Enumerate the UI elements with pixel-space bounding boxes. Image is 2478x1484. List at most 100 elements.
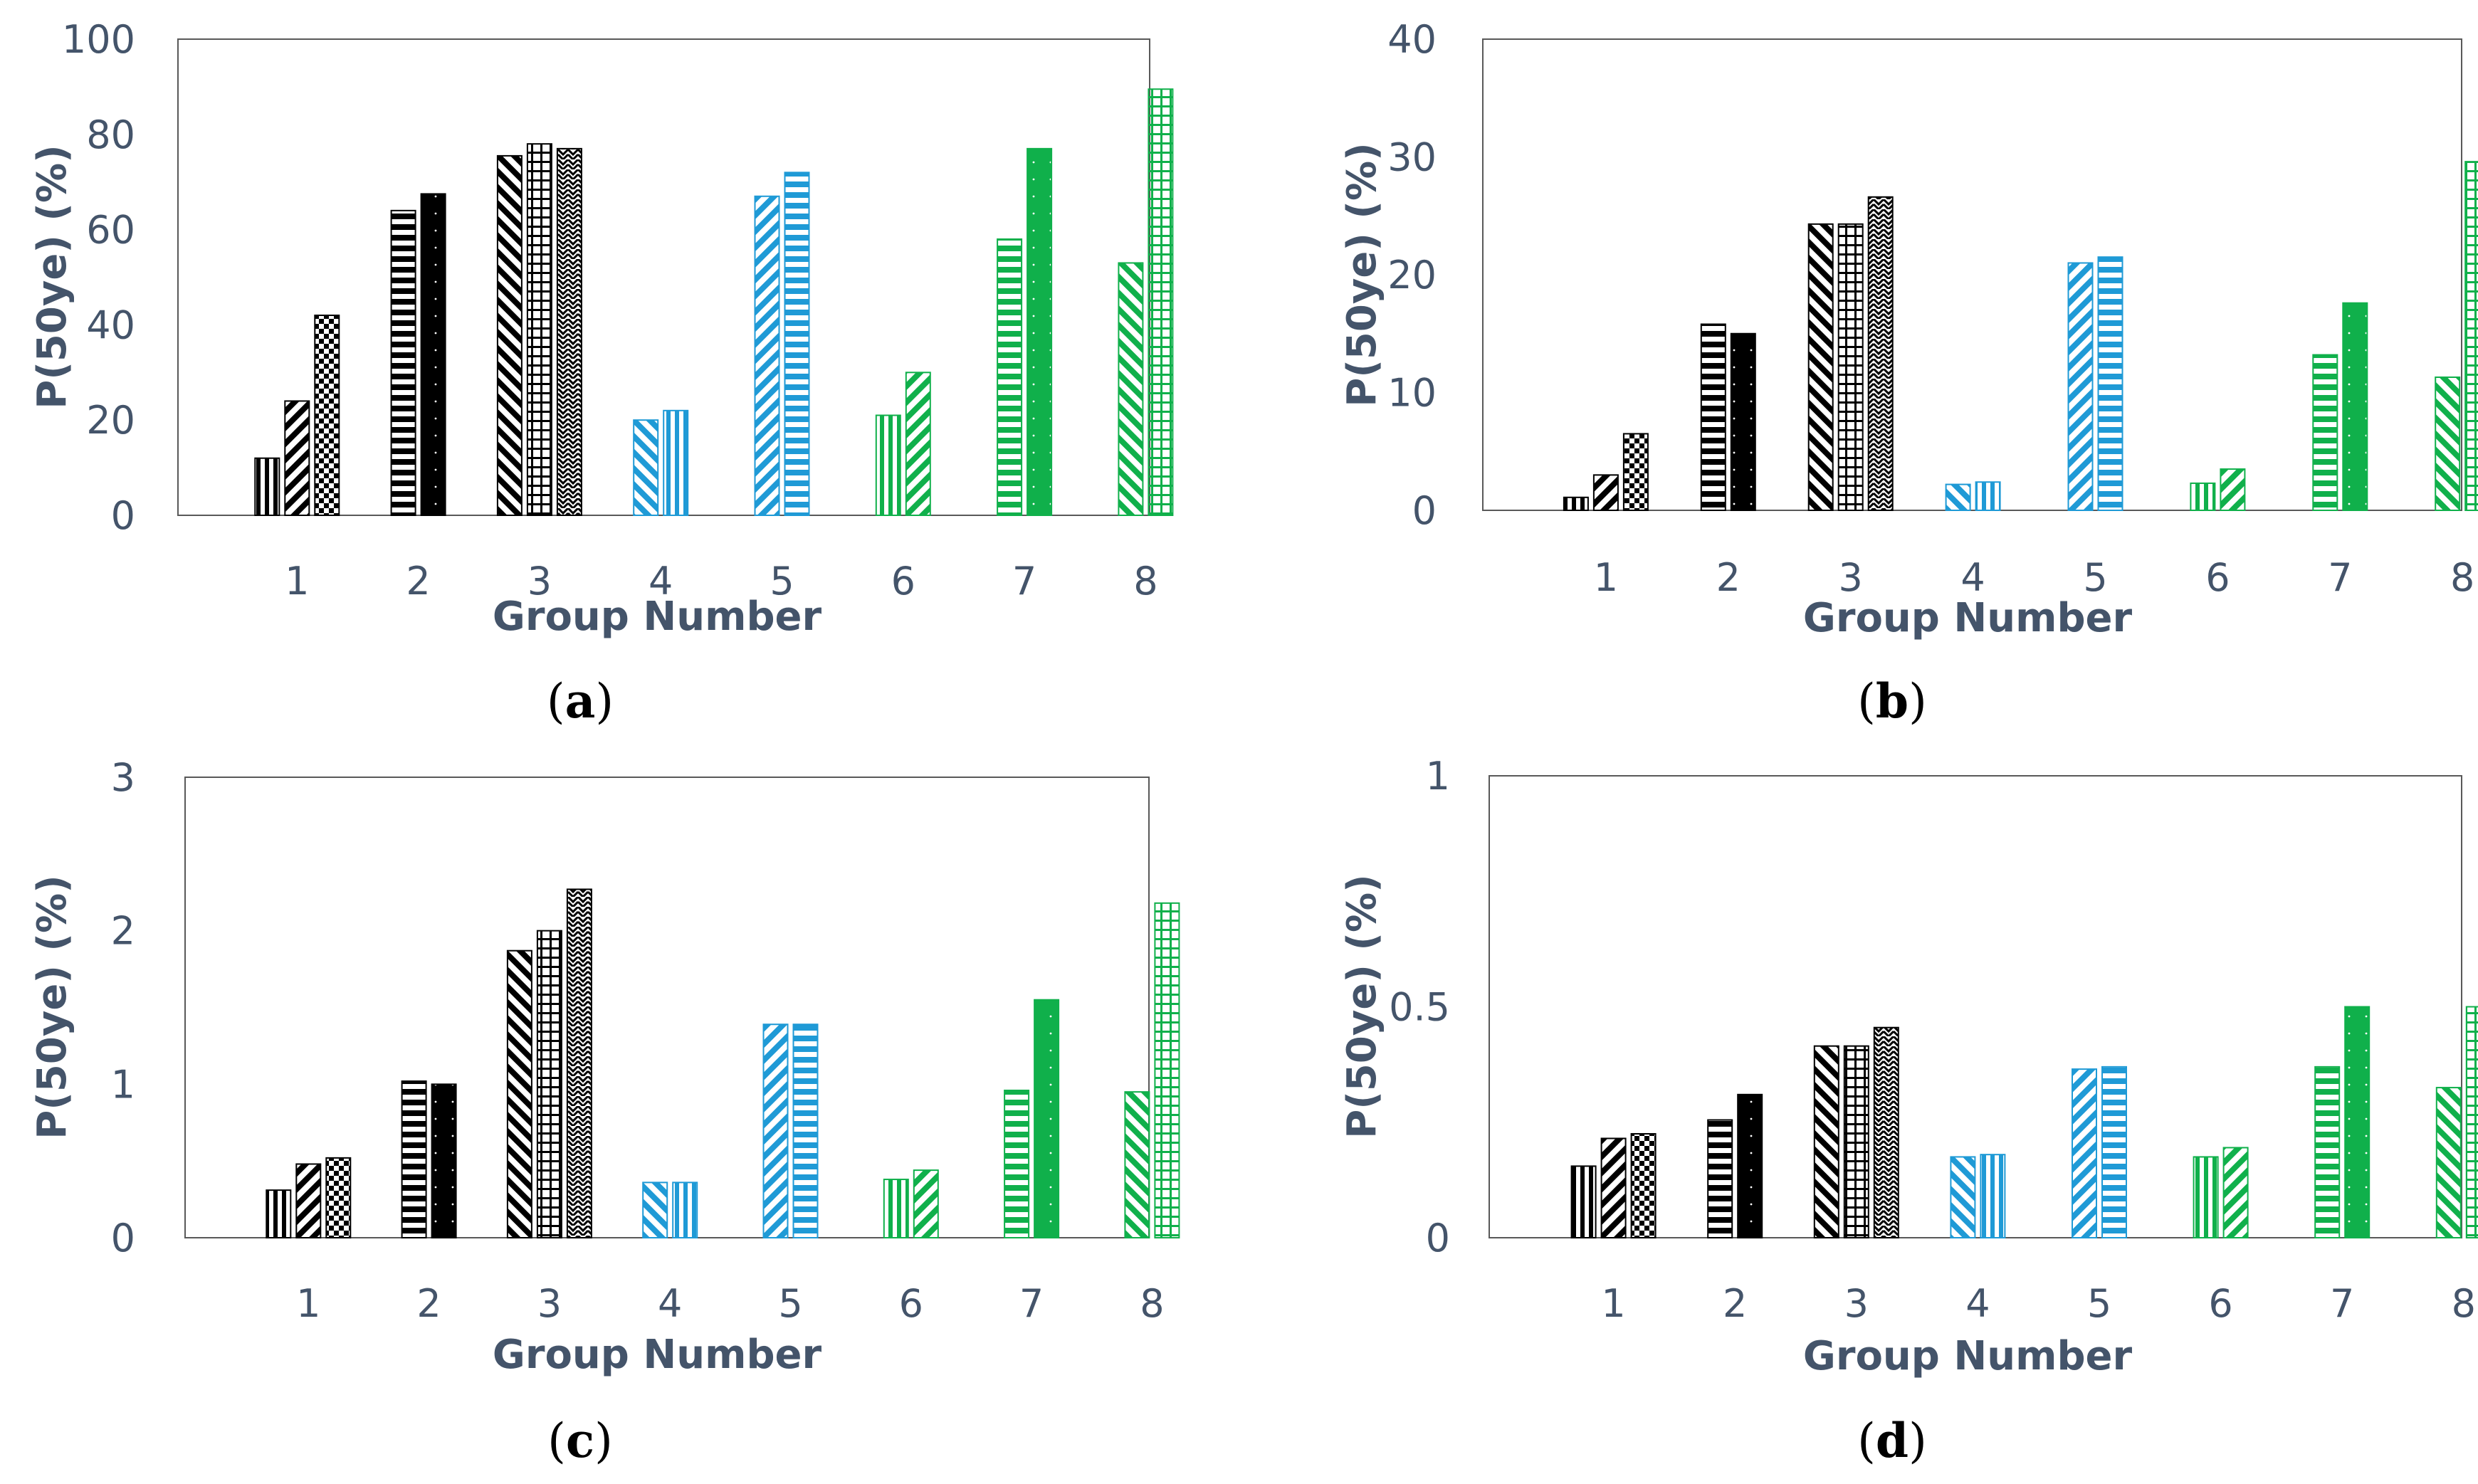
panel-c-bar-group-4-1	[642, 1182, 668, 1238]
panel-c-x-ticks: 1 2 3 4 5 6 7 8	[296, 1281, 1164, 1326]
panel-d-bar-group-3-2	[1843, 1045, 1869, 1239]
panel-a-bar-group-1-2	[284, 400, 310, 516]
panel-c-bar-group-1-3	[325, 1157, 352, 1239]
panel-d-bar-group-1-2	[1600, 1137, 1627, 1238]
panel-d-y-ticks: 00.51	[1389, 754, 1450, 1261]
panel-c-bar-group-5-2	[792, 1023, 819, 1239]
panel-d-x-tick-label: 1	[1601, 1281, 1625, 1326]
panel-d-bars	[1570, 1006, 2478, 1239]
panel-c-label: (c)	[547, 1413, 613, 1468]
panel-b-x-tick-label: 2	[1716, 555, 1741, 600]
panel-a-y-tick-label: 20	[86, 398, 135, 443]
panel-d-y-tick-label: 0.5	[1389, 985, 1450, 1030]
panel-d-bar-group-3-3	[1873, 1026, 1899, 1238]
panel-c-y-tick-label: 1	[111, 1062, 135, 1107]
panel-c: 0 1 2 3 1 2 3 4 5 6 7 8 P(50ye) (%) Group Number (…	[29, 755, 1180, 1468]
panel-b-x-tick-label: 4	[1960, 555, 1985, 600]
panel-b-letter: b	[1876, 673, 1909, 729]
panel-a-y-tick-label: 0	[111, 493, 135, 538]
panel-a-bar-group-4-2	[663, 409, 689, 516]
panel-c-x-tick-label: 6	[899, 1281, 923, 1326]
panel-d-bar-group-3-1	[1813, 1045, 1839, 1239]
panel-c-bar-group-5-1	[762, 1023, 789, 1239]
panel-c-x-tick-label: 2	[416, 1281, 441, 1326]
panel-c-bar-group-2-2	[431, 1083, 457, 1239]
panel-c-bar-group-6-1	[883, 1179, 909, 1238]
panel-c-y-tick-label: 0	[111, 1216, 135, 1261]
panel-b-plot-frame	[1482, 38, 2462, 511]
panel-c-bar-group-8-2	[1154, 902, 1180, 1238]
panel-b-bar-group-6-2	[2220, 468, 2246, 512]
panel-b-y-tick-label: 30	[1387, 135, 1437, 180]
panel-a-bars	[254, 88, 1174, 517]
panel-a: 0 20 40 60 80 100 1 2 3 4 5 6 7 8 P(50ye) (%) Group …	[29, 17, 1174, 729]
panel-b-x-axis-title: Group Number	[1803, 595, 2133, 641]
panel-c-bar-group-1-1	[266, 1189, 292, 1238]
panel-a-bar-group-3-2	[526, 143, 552, 516]
panel-a-bar-group-6-2	[905, 372, 931, 516]
panel-b-y-ticks: 0 10 20 30 40	[1387, 17, 1437, 533]
panel-c-bars	[266, 888, 1180, 1239]
panel-c-x-tick-label: 1	[296, 1281, 320, 1326]
panel-b-x-tick-label: 6	[2205, 555, 2230, 600]
panel-b-bar-group-8-2	[2464, 161, 2478, 511]
panel-a-x-tick-label: 1	[285, 559, 309, 604]
panel-c-bar-group-6-2	[913, 1169, 939, 1239]
panel-d-bar-group-5-1	[2072, 1068, 2097, 1238]
panel-d-bar-group-1-1	[1570, 1165, 1597, 1239]
panel-d-bar-group-6-1	[2193, 1156, 2219, 1239]
panel-b-bar-group-2-1	[1700, 323, 1726, 511]
panel-d-x-tick-label: 3	[1844, 1281, 1869, 1326]
panel-b-y-tick-label: 0	[1412, 488, 1437, 533]
panel-b-bar-group-5-2	[2097, 256, 2123, 511]
panel-a-letter: a	[565, 673, 596, 729]
panel-b-y-tick-label: 20	[1387, 253, 1437, 298]
panel-c-bar-group-4-2	[672, 1182, 698, 1238]
panel-c-x-tick-label: 5	[778, 1281, 802, 1326]
panel-a-bar-group-8-2	[1148, 88, 1174, 517]
panel-c-bar-group-1-2	[295, 1163, 322, 1238]
panel-b-bar-group-2-2	[1730, 332, 1756, 511]
panel-c-y-tick-label: 3	[111, 755, 135, 800]
panel-d-x-tick-label: 7	[2330, 1281, 2354, 1326]
panel-b-x-tick-label: 1	[1594, 555, 1618, 600]
panel-a-y-tick-label: 60	[86, 208, 135, 253]
panel-b-bar-group-1-3	[1622, 433, 1649, 511]
panel-a-bar-group-6-1	[875, 414, 901, 517]
panel-c-bar-group-3-2	[536, 930, 562, 1238]
panel-d-x-axis-title: Group Number	[1803, 1333, 2133, 1379]
panel-b-bar-group-3-3	[1867, 196, 1894, 511]
panel-c-bar-group-3-1	[506, 949, 532, 1239]
panel-a-y-axis-title: P(50ye) (%)	[29, 144, 75, 409]
panel-c-x-tick-label: 8	[1140, 1281, 1164, 1326]
panel-a-y-ticks: 0 20 40 60 80 100	[62, 17, 135, 538]
panel-b-bar-group-1-1	[1563, 496, 1589, 511]
panel-c-x-tick-label: 7	[1019, 1281, 1044, 1326]
panel-a-x-tick-label: 5	[770, 559, 794, 604]
panel-b-bar-group-3-1	[1807, 223, 1834, 511]
panel-b-bar-group-3-2	[1837, 223, 1864, 511]
panel-d-bar-group-2-1	[1707, 1119, 1733, 1238]
panel-b-x-tick-label: 3	[1839, 555, 1863, 600]
panel-b-x-tick-label: 7	[2328, 555, 2352, 600]
panel-c-letter: c	[566, 1413, 594, 1468]
panel-a-bar-group-1-1	[254, 457, 280, 516]
panel-a-x-tick-label: 2	[406, 559, 430, 604]
panel-d-bar-group-6-2	[2222, 1147, 2249, 1238]
panel-c-bar-group-7-2	[1034, 999, 1060, 1238]
panel-d-x-tick-label: 5	[2087, 1281, 2111, 1326]
panel-a-bar-group-5-1	[754, 195, 780, 516]
panel-b-bar-group-7-1	[2312, 354, 2338, 512]
panel-a-bar-group-7-2	[1027, 147, 1053, 516]
panel-d-label: (d)	[1857, 1413, 1927, 1468]
panel-a-x-tick-label: 3	[527, 559, 552, 604]
panel-d-x-tick-label: 8	[2452, 1281, 2476, 1326]
panel-a-bar-group-2-2	[420, 193, 446, 516]
panel-d-x-tick-label: 2	[1723, 1281, 1747, 1326]
panel-a-bar-group-3-3	[556, 147, 582, 516]
panel-a-bar-group-8-1	[1118, 262, 1144, 516]
panel-b-x-tick-label: 8	[2450, 555, 2474, 600]
panel-b-bars	[1563, 161, 2478, 512]
